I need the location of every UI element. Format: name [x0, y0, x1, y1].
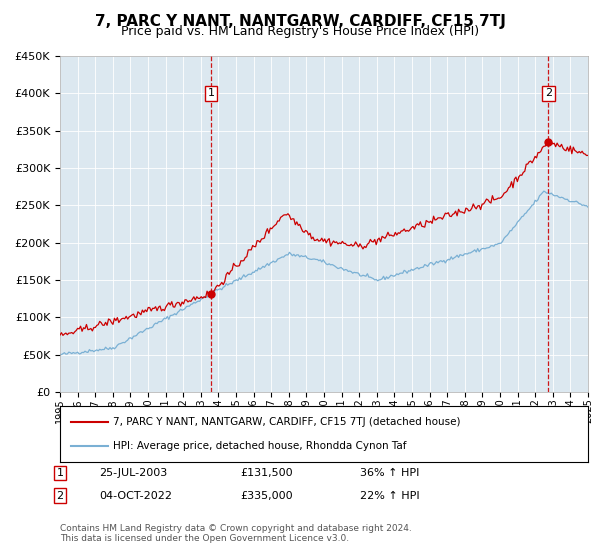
Text: £131,500: £131,500 — [240, 468, 293, 478]
Text: HPI: Average price, detached house, Rhondda Cynon Taf: HPI: Average price, detached house, Rhon… — [113, 441, 406, 451]
Text: 7, PARC Y NANT, NANTGARW, CARDIFF, CF15 7TJ (detached house): 7, PARC Y NANT, NANTGARW, CARDIFF, CF15 … — [113, 417, 460, 427]
Text: 25-JUL-2003: 25-JUL-2003 — [99, 468, 167, 478]
Text: 04-OCT-2022: 04-OCT-2022 — [99, 491, 172, 501]
Text: 2: 2 — [56, 491, 64, 501]
Text: Contains HM Land Registry data © Crown copyright and database right 2024.
This d: Contains HM Land Registry data © Crown c… — [60, 524, 412, 543]
Text: £335,000: £335,000 — [240, 491, 293, 501]
Text: 7, PARC Y NANT, NANTGARW, CARDIFF, CF15 7TJ: 7, PARC Y NANT, NANTGARW, CARDIFF, CF15 … — [95, 14, 505, 29]
Text: 1: 1 — [208, 88, 214, 99]
Text: 36% ↑ HPI: 36% ↑ HPI — [360, 468, 419, 478]
Text: 1: 1 — [56, 468, 64, 478]
Text: Price paid vs. HM Land Registry's House Price Index (HPI): Price paid vs. HM Land Registry's House … — [121, 25, 479, 38]
Text: 22% ↑ HPI: 22% ↑ HPI — [360, 491, 419, 501]
Text: 2: 2 — [545, 88, 552, 99]
